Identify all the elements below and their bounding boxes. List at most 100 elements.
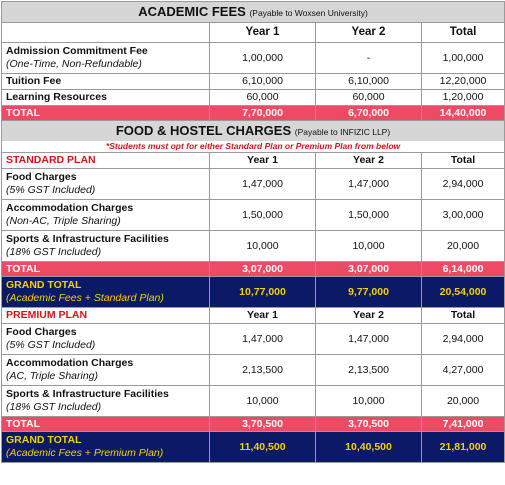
- grand-year2: 9,77,000: [315, 276, 422, 308]
- academic-title-cell: ACADEMIC FEES (Payable to Woxsen Univers…: [0, 1, 505, 23]
- year2-cell: -: [315, 42, 422, 74]
- grand-total-label: GRAND TOTAL: [6, 279, 82, 291]
- table-row: Accommodation Charges (AC, Triple Sharing…: [1, 354, 505, 386]
- grand-year2: 10,40,500: [315, 431, 422, 463]
- row-note: (Non-AC, Triple Sharing): [6, 215, 121, 227]
- standard-year2-header: Year 2: [315, 152, 422, 169]
- row-label: Sports & Infrastructure Facilities: [6, 233, 169, 245]
- premium-grand-total-row: GRAND TOTAL (Academic Fees + Premium Plan…: [1, 431, 505, 463]
- year1-cell: 1,00,000: [209, 42, 316, 74]
- grand-year1: 10,77,000: [209, 276, 316, 308]
- year1-cell: 1,47,000: [209, 323, 316, 355]
- grand-sum-total: 6,14,000: [420, 261, 505, 277]
- row-note: (One-Time, Non-Refundable): [6, 58, 142, 70]
- year2-cell: 1,47,000: [315, 168, 422, 200]
- year2-total: 3,07,000: [315, 261, 422, 277]
- grand-total: 20,54,000: [420, 276, 505, 308]
- total-cell: 2,94,000: [420, 323, 505, 355]
- academic-year1-header: Year 1: [209, 22, 316, 43]
- food-title: FOOD & HOSTEL CHARGES: [115, 122, 292, 138]
- row-note: (5% GST Included): [6, 184, 96, 196]
- row-note: (AC, Triple Sharing): [6, 370, 98, 382]
- row-label-cell: Tuition Fee: [1, 73, 210, 90]
- row-label: Food Charges: [6, 171, 77, 183]
- food-header-row: FOOD & HOSTEL CHARGES (Payable to INFIZI…: [0, 120, 505, 141]
- year2-cell: 1,50,000: [315, 199, 422, 231]
- academic-year2-header: Year 2: [315, 22, 422, 43]
- table-row: Learning Resources 60,000 60,000 1,20,00…: [1, 89, 505, 106]
- row-label-cell: Admission Commitment Fee (One-Time, Non-R…: [1, 42, 210, 74]
- row-label-cell: Food Charges (5% GST Included): [1, 168, 210, 200]
- year1-total: 3,07,000: [209, 261, 316, 277]
- total-cell: 1,00,000: [420, 42, 505, 74]
- row-label-cell: Food Charges (5% GST Included): [1, 323, 210, 355]
- premium-year2-header: Year 2: [315, 307, 422, 324]
- total-cell: 4,27,000: [420, 354, 505, 386]
- grand-sum-total: 14,40,000: [420, 105, 505, 121]
- grand-total-label: GRAND TOTAL: [6, 434, 82, 446]
- total-label: TOTAL: [1, 261, 210, 277]
- row-note: (18% GST Included): [6, 246, 102, 258]
- row-label-cell: Sports & Infrastructure Facilities (18% G…: [1, 230, 210, 262]
- row-label-cell: Sports & Infrastructure Facilities (18% G…: [1, 385, 210, 417]
- standard-total-header: Total: [420, 152, 505, 169]
- standard-grand-total-row: GRAND TOTAL (Academic Fees + Standard Pla…: [1, 276, 505, 308]
- row-label: Learning Resources: [6, 91, 107, 103]
- row-label-cell: Learning Resources: [1, 89, 210, 106]
- total-cell: 3,00,000: [420, 199, 505, 231]
- year1-cell: 10,000: [209, 385, 316, 417]
- table-row: Sports & Infrastructure Facilities (18% G…: [1, 230, 505, 262]
- total-label: TOTAL: [1, 416, 210, 432]
- academic-blank-header: [1, 22, 210, 43]
- year1-total: 7,70,000: [209, 105, 316, 121]
- row-label: Admission Commitment Fee: [6, 45, 148, 57]
- table-row: Tuition Fee 6,10,000 6,10,000 12,20,000: [1, 73, 505, 90]
- row-label: Sports & Infrastructure Facilities: [6, 388, 169, 400]
- row-label: Food Charges: [6, 326, 77, 338]
- premium-total-row: TOTAL 3,70,500 3,70,500 7,41,000: [1, 416, 505, 432]
- year2-cell: 10,000: [315, 230, 422, 262]
- premium-plan-header-row: PREMIUM PLAN Year 1 Year 2 Total: [1, 307, 505, 324]
- year1-cell: 2,13,500: [209, 354, 316, 386]
- grand-year1: 11,40,500: [209, 431, 316, 463]
- row-label: Accommodation Charges: [6, 202, 134, 214]
- standard-plan-header-row: STANDARD PLAN Year 1 Year 2 Total: [1, 152, 505, 169]
- table-row: Accommodation Charges (Non-AC, Triple Sha…: [1, 199, 505, 231]
- year2-cell: 6,10,000: [315, 73, 422, 90]
- academic-total-row: TOTAL 7,70,000 6,70,000 14,40,000: [1, 105, 505, 121]
- food-title-cell: FOOD & HOSTEL CHARGES (Payable to INFIZI…: [0, 120, 505, 141]
- year2-total: 3,70,500: [315, 416, 422, 432]
- food-note-row: *Students must opt for either Standard P…: [0, 141, 505, 153]
- total-cell: 20,000: [420, 385, 505, 417]
- standard-plan-label: STANDARD PLAN: [1, 152, 210, 169]
- year1-cell: 10,000: [209, 230, 316, 262]
- table-row: Food Charges (5% GST Included) 1,47,000 1…: [1, 168, 505, 200]
- grand-total-note: (Academic Fees + Premium Plan): [6, 447, 164, 459]
- year2-cell: 10,000: [315, 385, 422, 417]
- total-label: TOTAL: [1, 105, 210, 121]
- standard-total-row: TOTAL 3,07,000 3,07,000 6,14,000: [1, 261, 505, 277]
- year2-cell: 60,000: [315, 89, 422, 106]
- premium-year1-header: Year 1: [209, 307, 316, 324]
- academic-header-row: ACADEMIC FEES (Payable to Woxsen Univers…: [0, 1, 505, 23]
- total-cell: 12,20,000: [420, 73, 505, 90]
- year1-cell: 1,50,000: [209, 199, 316, 231]
- academic-subtitle: (Payable to Woxsen University): [249, 7, 368, 18]
- row-label-cell: Accommodation Charges (AC, Triple Sharing…: [1, 354, 210, 386]
- year2-cell: 2,13,500: [315, 354, 422, 386]
- row-label-cell: Accommodation Charges (Non-AC, Triple Sha…: [1, 199, 210, 231]
- total-cell: 20,000: [420, 230, 505, 262]
- grand-total-label-cell: GRAND TOTAL (Academic Fees + Premium Plan…: [1, 431, 210, 463]
- table-row: Admission Commitment Fee (One-Time, Non-R…: [1, 42, 505, 74]
- total-cell: 1,20,000: [420, 89, 505, 106]
- premium-total-header: Total: [420, 307, 505, 324]
- standard-year1-header: Year 1: [209, 152, 316, 169]
- row-note: (18% GST Included): [6, 401, 102, 413]
- year2-cell: 1,47,000: [315, 323, 422, 355]
- grand-total-label-cell: GRAND TOTAL (Academic Fees + Standard Pla…: [1, 276, 210, 308]
- year2-total: 6,70,000: [315, 105, 422, 121]
- academic-title: ACADEMIC FEES: [138, 3, 246, 19]
- academic-total-header: Total: [420, 22, 505, 43]
- table-row: Food Charges (5% GST Included) 1,47,000 1…: [1, 323, 505, 355]
- grand-total: 21,81,000: [420, 431, 505, 463]
